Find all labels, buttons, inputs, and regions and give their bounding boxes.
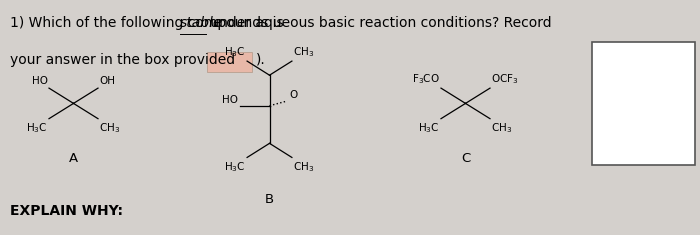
Text: F$_3$CO: F$_3$CO [412,72,440,86]
Text: HO: HO [32,76,48,86]
Text: A: A [69,152,78,165]
Text: stable: stable [180,16,222,31]
Text: HO: HO [222,94,238,105]
Text: OCF$_3$: OCF$_3$ [491,72,519,86]
Text: under aqueous basic reaction conditions? Record: under aqueous basic reaction conditions?… [206,16,552,31]
Text: H$_3$C: H$_3$C [26,121,48,135]
Text: CH$_3$: CH$_3$ [293,160,314,174]
Text: H$_3$C: H$_3$C [224,45,246,59]
Text: B: B [265,193,274,206]
Text: CH$_3$: CH$_3$ [491,121,512,135]
FancyBboxPatch shape [206,52,252,72]
Text: EXPLAIN WHY:: EXPLAIN WHY: [10,204,123,219]
Text: 1) Which of the following compounds is: 1) Which of the following compounds is [10,16,288,31]
Text: OH: OH [99,76,116,86]
Text: C: C [461,152,470,165]
Text: CH$_3$: CH$_3$ [293,45,314,59]
Text: CH$_3$: CH$_3$ [99,121,120,135]
Bar [592,42,695,164]
Text: your answer in the box provided: your answer in the box provided [10,53,236,67]
Text: H$_3$C: H$_3$C [418,121,440,135]
Text: ).: ). [256,53,265,67]
Text: O: O [289,90,298,100]
Text: H$_3$C: H$_3$C [224,160,246,174]
